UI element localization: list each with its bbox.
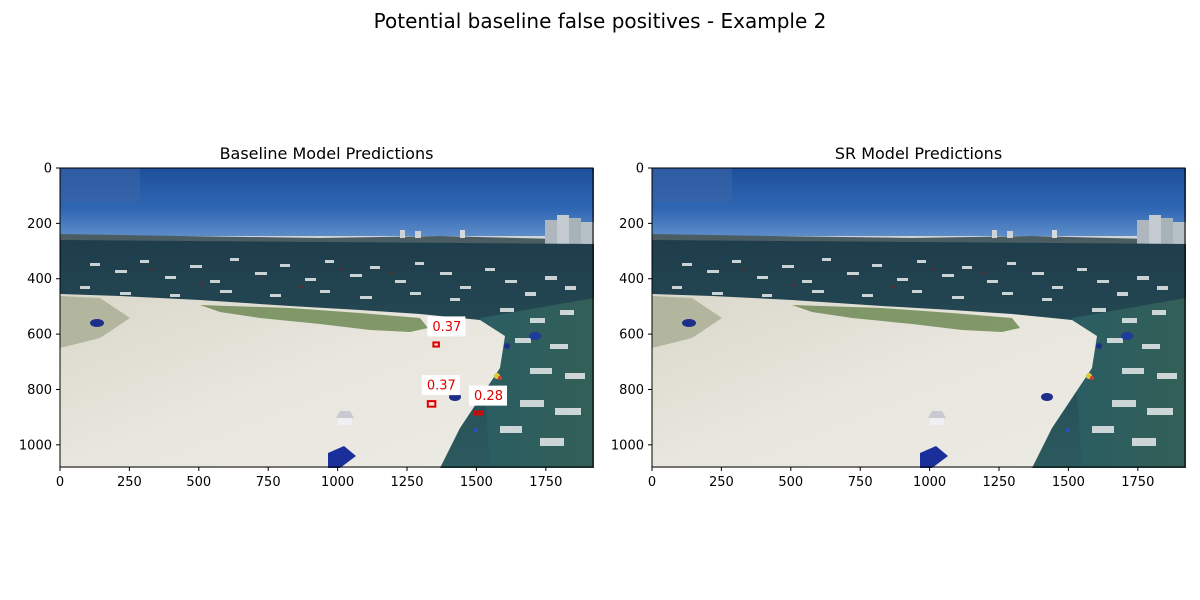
- axes-baseline: Baseline Model Predictions 0 250 500 750 100…: [19, 144, 594, 490]
- y-tick-label: 0: [44, 162, 52, 177]
- image-sr: [652, 168, 1186, 468]
- axes-frame-baseline: [59, 167, 594, 468]
- x-tick-label: 250: [709, 475, 734, 490]
- axes-title-sr: SR Model Predictions: [835, 144, 1002, 163]
- axes-frame-sr: [651, 167, 1186, 468]
- x-tick-label: 1750: [529, 475, 562, 490]
- x-tick-label: 1500: [460, 475, 493, 490]
- image-baseline: [60, 168, 594, 468]
- detection-label-bg: [469, 385, 508, 406]
- x-tick-label: 1750: [1121, 475, 1154, 490]
- x-tick-label: 1250: [390, 475, 423, 490]
- figure-title: Potential baseline false positives - Exa…: [374, 9, 827, 33]
- x-tick-label: 750: [848, 475, 873, 490]
- x-tick-label: 1250: [982, 475, 1015, 490]
- y-tick-label: 400: [27, 272, 52, 287]
- detection-score-label: 0.28: [474, 389, 503, 404]
- y-tick-label: 200: [619, 217, 644, 232]
- y-tick-label: 1000: [611, 438, 644, 453]
- x-tick-label: 1000: [913, 475, 946, 490]
- x-tick-label: 750: [256, 475, 281, 490]
- y-tick-label: 800: [27, 383, 52, 398]
- x-tick-label: 0: [648, 475, 656, 490]
- ticks-baseline: 0 250 500 750 1000 1250 1500 1750 0 200 400 600 800 1…: [19, 162, 562, 491]
- detection-label-bg: [427, 316, 466, 337]
- detection-box: [426, 400, 437, 408]
- detection-score-label: 0.37: [432, 320, 461, 335]
- y-tick-label: 1000: [19, 438, 52, 453]
- x-tick-label: 500: [778, 475, 803, 490]
- ticks-sr: 0 250 500 750 1000 1250 1500 1750 0 200 400 600 800 1…: [611, 162, 1154, 491]
- detection-box: [474, 410, 484, 416]
- x-tick-label: 1000: [321, 475, 354, 490]
- y-tick-label: 800: [619, 383, 644, 398]
- y-tick-label: 400: [619, 272, 644, 287]
- x-tick-label: 250: [117, 475, 142, 490]
- axes-sr: SR Model Predictions 0 250 500 750 1000 1250 1…: [611, 144, 1186, 490]
- detections-baseline: 0.37 0.37 0.28: [421, 316, 508, 416]
- detection-label-bg: [421, 375, 460, 396]
- x-tick-label: 500: [186, 475, 211, 490]
- detection-score-label: 0.37: [427, 379, 456, 394]
- y-tick-label: 200: [27, 217, 52, 232]
- detection-box: [432, 341, 440, 348]
- x-tick-label: 0: [56, 475, 64, 490]
- axes-title-baseline: Baseline Model Predictions: [220, 144, 434, 163]
- y-tick-label: 0: [636, 162, 644, 177]
- y-tick-label: 600: [619, 328, 644, 343]
- y-tick-label: 600: [27, 328, 52, 343]
- x-tick-label: 1500: [1052, 475, 1085, 490]
